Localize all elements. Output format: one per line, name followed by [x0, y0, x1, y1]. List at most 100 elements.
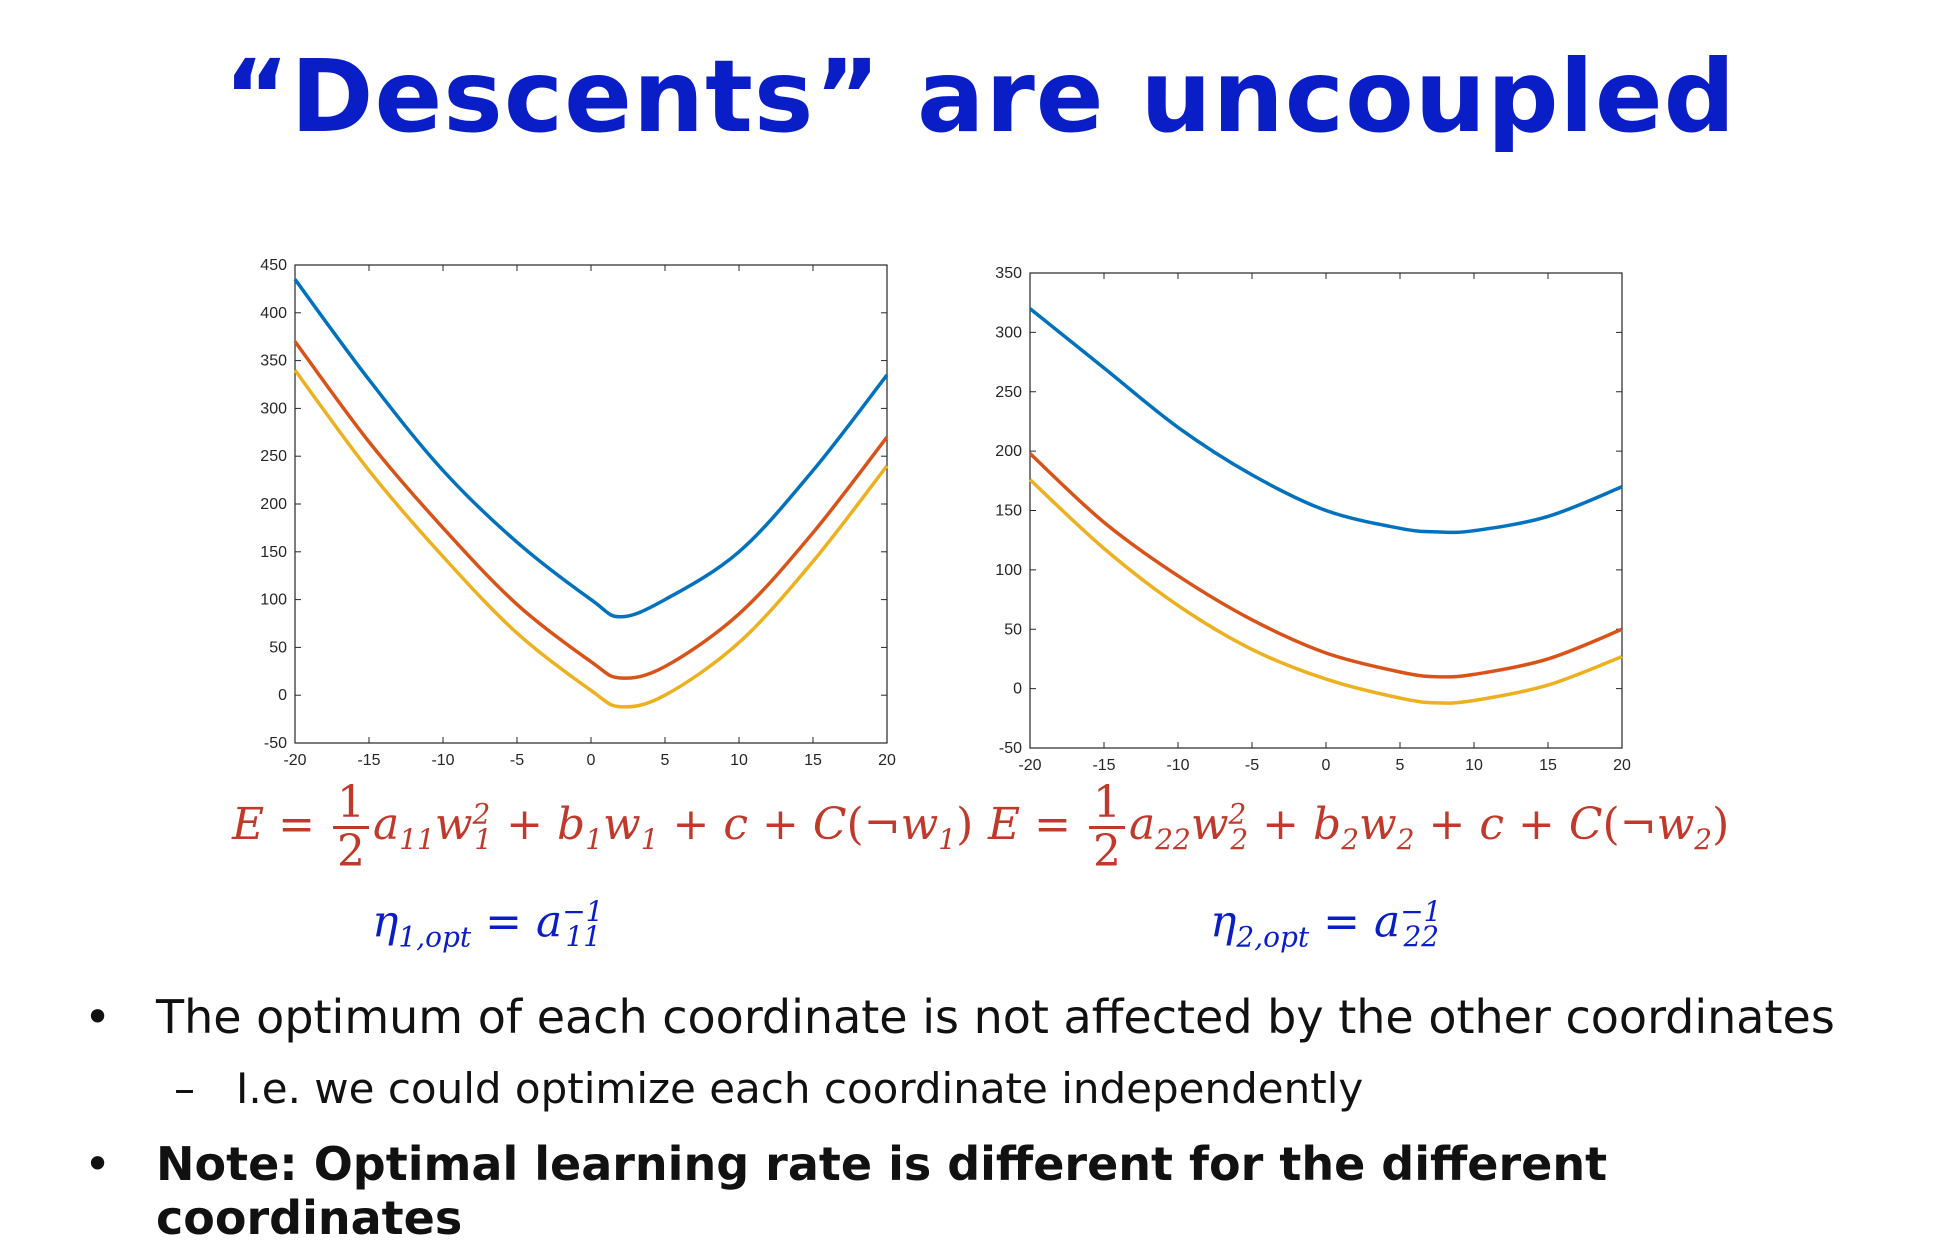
left-energy-equation: E = 1 2 a11w21 + b1w1 + c + C(¬w1) [232, 780, 973, 875]
x-tick-label: -10 [1166, 757, 1189, 774]
eq-w: w [1656, 799, 1695, 850]
eq-plus: + [1248, 799, 1314, 850]
eta-equals: = [471, 896, 536, 948]
eq-C: C [812, 799, 847, 850]
bullet-dash: – [174, 1064, 195, 1113]
x-tick-label: 10 [730, 752, 748, 769]
series-line [1028, 452, 1623, 679]
eta-a-sup: −1 [562, 895, 604, 928]
bullet-dot: • [84, 990, 112, 1044]
series-line [293, 278, 889, 619]
eta-a: a [1373, 896, 1401, 948]
eq-w-sub: 2 [1694, 822, 1713, 856]
eq-symbol-E: E [232, 799, 265, 850]
eq-w-sub: 2 [1230, 822, 1249, 856]
right-energy-equation: E = 1 2 a22w22 + b2w2 + c + C(¬w2) [988, 780, 1729, 875]
x-tick-label: 10 [1465, 757, 1483, 774]
y-tick-label: 150 [995, 503, 1022, 520]
plot-area [294, 264, 888, 744]
eq-a: a [1128, 799, 1156, 850]
x-tick-label: 0 [587, 752, 596, 769]
y-tick-label: 150 [260, 544, 287, 561]
bullet-text: The optimum of each coordinate is not af… [156, 990, 1835, 1044]
eq-w: w [1190, 799, 1229, 850]
eta-equals: = [1309, 896, 1374, 948]
eq-frac-num: 1 [1088, 780, 1125, 829]
eq-a-sub: 22 [1155, 822, 1191, 856]
y-tick-label: -50 [264, 735, 287, 752]
y-tick-label: 250 [260, 448, 287, 465]
x-tick-label: -20 [1018, 757, 1041, 774]
y-tick-label: 0 [1013, 681, 1022, 698]
eta-symbol: η [372, 896, 399, 948]
left-learning-rate-equation: η1,opt = a−111 [372, 895, 604, 954]
eq-plus: + [1504, 799, 1569, 850]
x-tick-label: 20 [1613, 757, 1631, 774]
eta-a: a [535, 896, 563, 948]
eq-C: C [1568, 799, 1603, 850]
eq-frac-den: 2 [336, 826, 365, 877]
eq-w: w [1359, 799, 1397, 850]
eq-b: b [1313, 799, 1342, 850]
eq-plus: + [658, 799, 724, 850]
x-tick-label: -10 [431, 752, 454, 769]
bullet-item-bold: • Note: Optimal learning rate is differen… [84, 1137, 1924, 1245]
eq-plus: + [492, 799, 558, 850]
series-line [1028, 307, 1623, 535]
slide-title: “Descents” are uncoupled [223, 38, 1737, 155]
eq-a: a [372, 799, 400, 850]
x-tick-label: -15 [357, 752, 380, 769]
eq-frac-num: 1 [332, 780, 369, 829]
y-tick-label: 350 [995, 265, 1022, 282]
y-tick-label: 400 [260, 305, 287, 322]
y-tick-label: 300 [260, 400, 287, 417]
x-tick-label: -20 [283, 752, 306, 769]
eq-equals: = [1020, 799, 1085, 850]
x-tick-label: 5 [1396, 757, 1405, 774]
eq-w: w [434, 799, 473, 850]
x-tick-label: -5 [510, 752, 524, 769]
right-chart: -20 -15 -10 -5 0 5 10 15 20-50050100150200250300… [995, 265, 1631, 774]
eq-equals: = [264, 799, 329, 850]
eta-sub: 1,opt [398, 920, 472, 954]
y-tick-label: 50 [269, 639, 287, 656]
eq-open-paren: (¬ [1602, 799, 1657, 850]
eta-sub: 2,opt [1236, 920, 1310, 954]
eq-w-sub: 1 [938, 822, 957, 856]
bullet-text: Note: Optimal learning rate is different… [156, 1137, 1608, 1245]
x-tick-label: 15 [804, 752, 822, 769]
eq-close-paren: ) [956, 799, 974, 850]
eq-plus: + [1414, 799, 1480, 850]
eq-close-paren: ) [1712, 799, 1730, 850]
series-line [293, 340, 889, 680]
eta-a-sup: −1 [1400, 895, 1442, 928]
eq-open-paren: (¬ [846, 799, 901, 850]
y-tick-label: 250 [995, 384, 1022, 401]
eq-w-sub: 1 [474, 822, 493, 856]
x-tick-label: -15 [1092, 757, 1115, 774]
y-tick-label: 450 [260, 257, 287, 274]
eq-w: w [603, 799, 641, 850]
eta-a-sub: 22 [1403, 920, 1440, 954]
eq-w-sub: 1 [640, 822, 659, 856]
eta-a-sub: 11 [565, 920, 602, 954]
eq-w: w [900, 799, 939, 850]
x-tick-label: 20 [878, 752, 896, 769]
y-tick-label: 100 [260, 592, 287, 609]
series-line [1028, 478, 1623, 705]
sub-bullet-text: I.e. we could optimize each coordinate i… [236, 1064, 1364, 1113]
left-chart: -20 -15 -10 -5 0 5 10 15 20-50050100150200250300… [260, 257, 896, 769]
y-tick-label: 50 [1004, 621, 1022, 638]
sub-bullet-item: – I.e. we could optimize each coordinate … [84, 1064, 1924, 1113]
x-tick-label: -5 [1245, 757, 1259, 774]
y-tick-label: 200 [995, 443, 1022, 460]
x-tick-label: 0 [1322, 757, 1331, 774]
eq-w-sup: 2 [472, 797, 491, 831]
eq-symbol-E: E [988, 799, 1021, 850]
eq-c: c [723, 799, 749, 850]
eq-plus: + [748, 799, 813, 850]
eq-b: b [557, 799, 586, 850]
y-tick-label: 350 [260, 353, 287, 370]
